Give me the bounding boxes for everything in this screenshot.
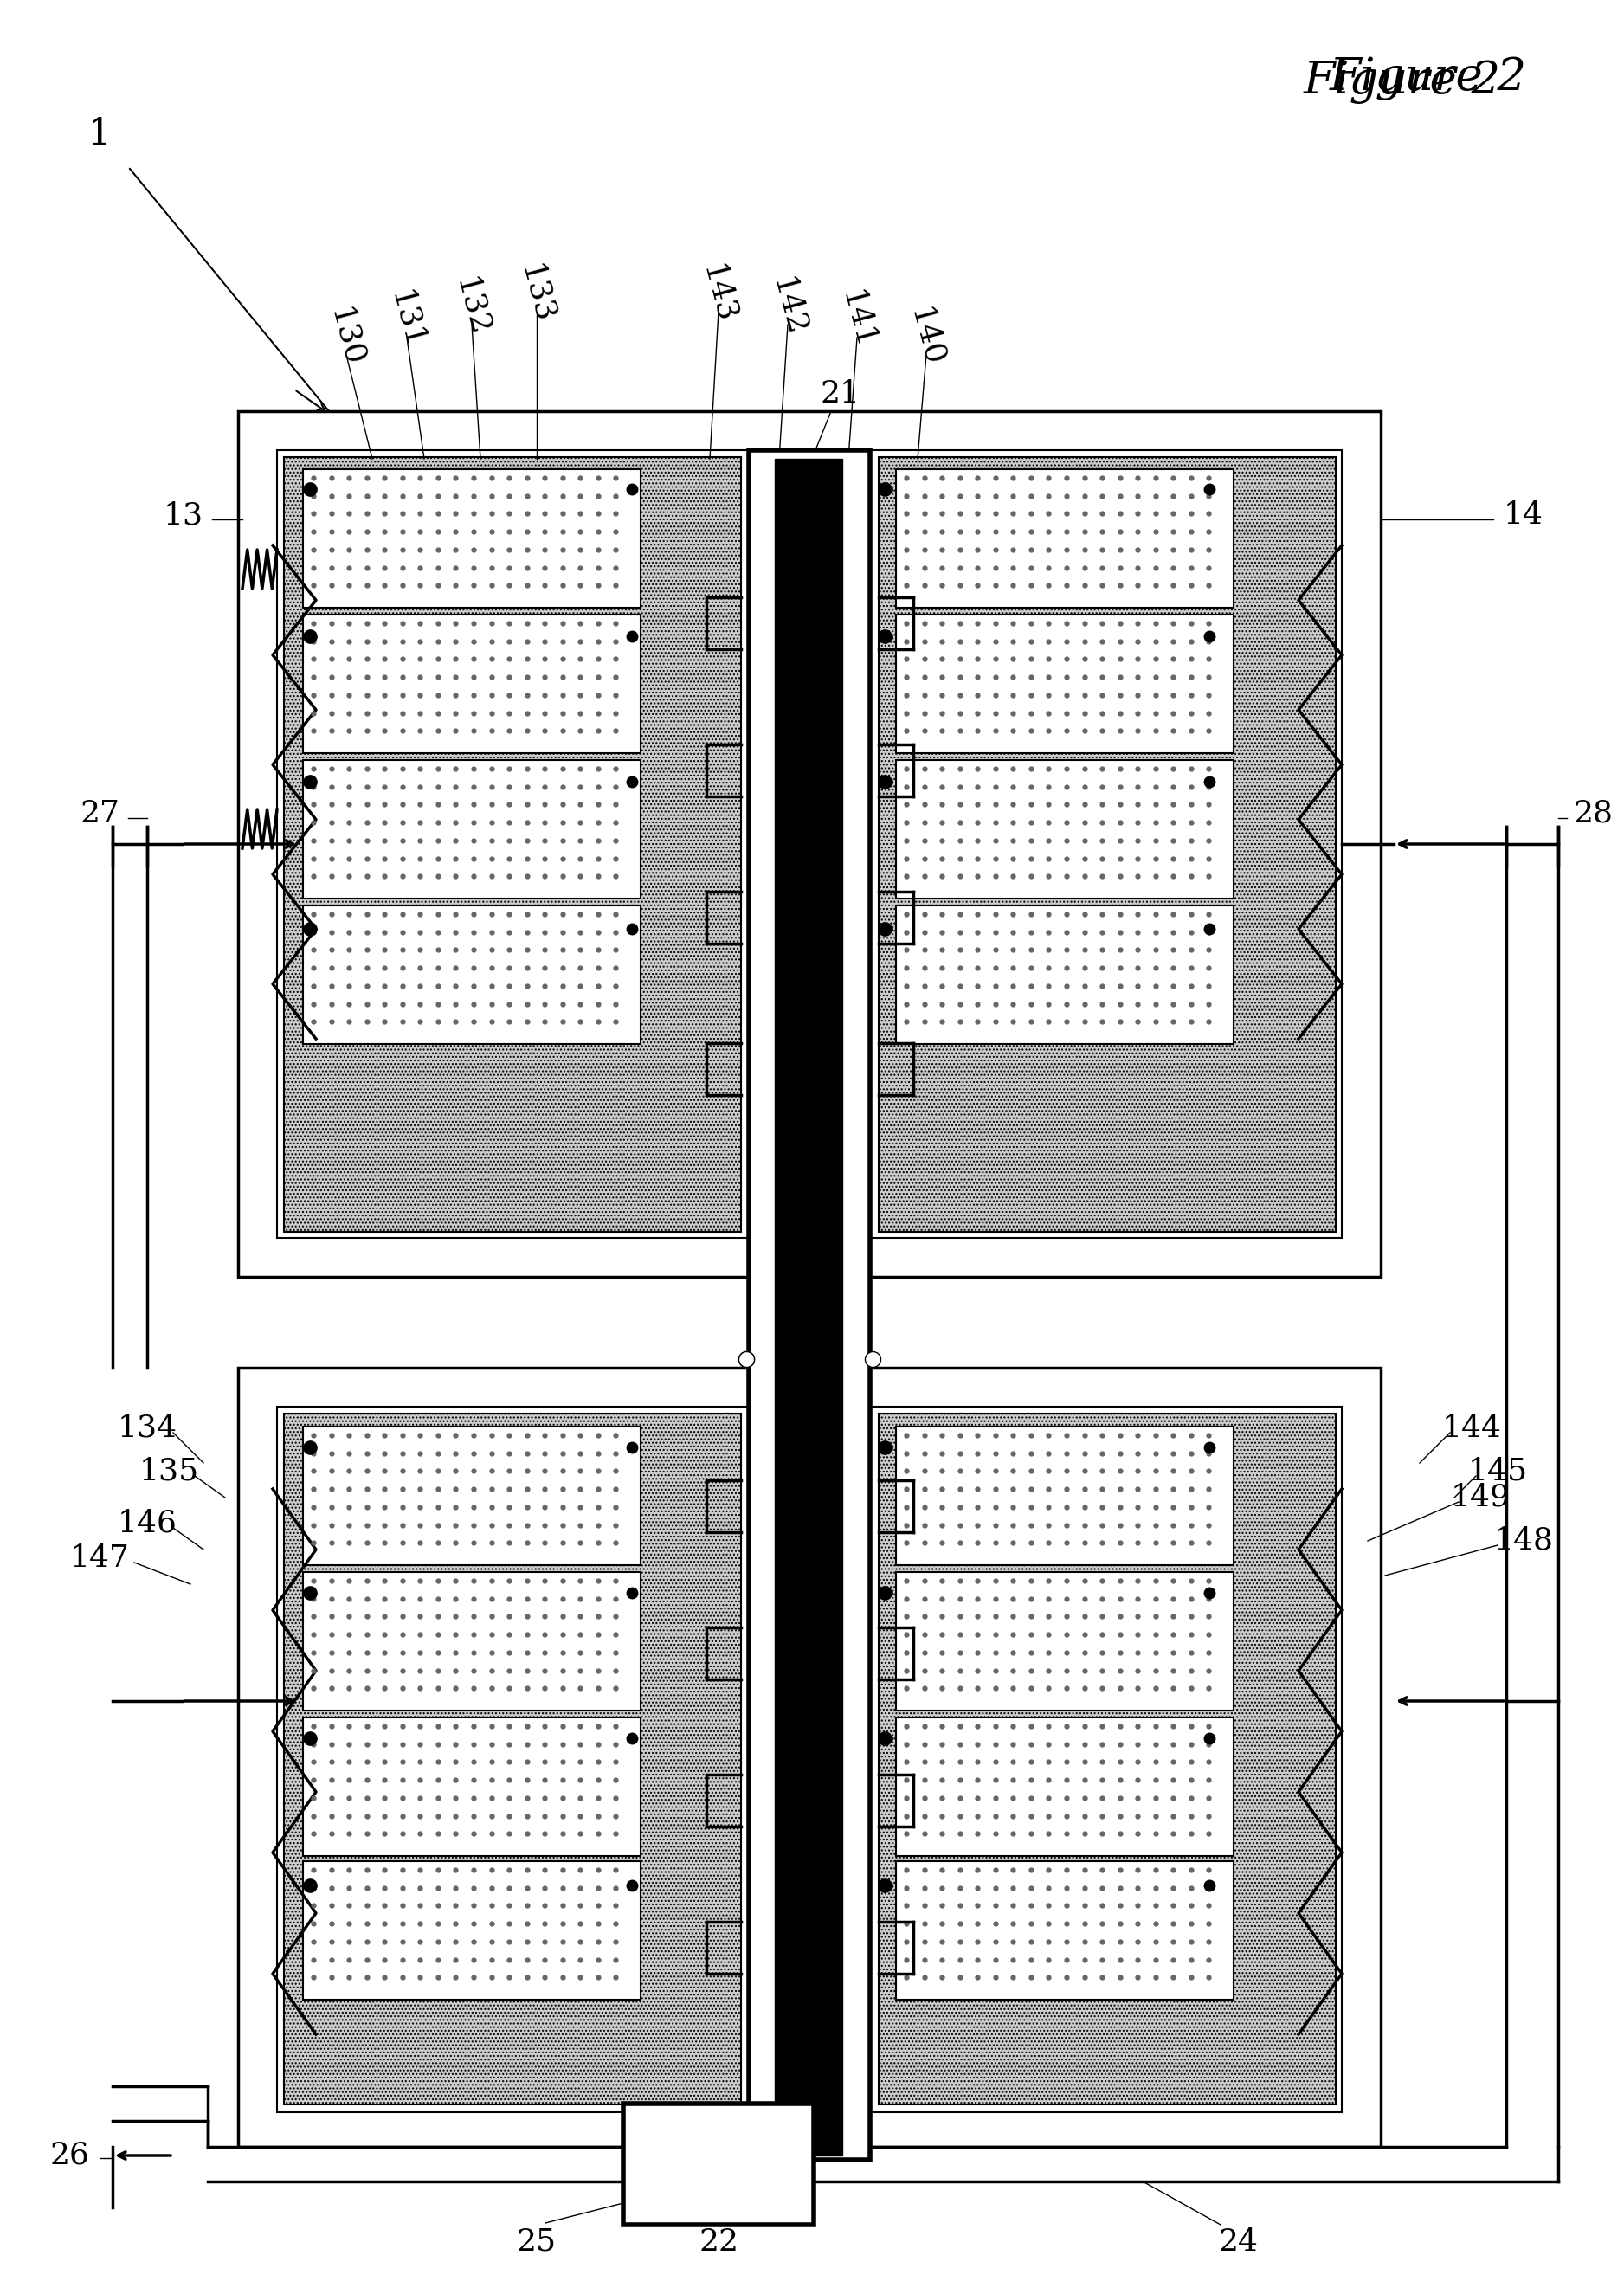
Text: 140: 140 — [905, 305, 948, 369]
Text: 131: 131 — [385, 287, 429, 353]
Text: 143: 143 — [697, 262, 741, 328]
Bar — [896, 1571, 1234, 1711]
Text: Figure 2: Figure 2 — [1330, 55, 1527, 101]
Bar — [239, 411, 1380, 1278]
Text: 1: 1 — [88, 117, 110, 151]
Text: 149: 149 — [1450, 1482, 1510, 1512]
Bar — [749, 450, 870, 2161]
Text: 135: 135 — [138, 1457, 198, 1487]
Text: 25: 25 — [516, 2227, 557, 2257]
Text: 13: 13 — [164, 500, 203, 530]
Text: 14: 14 — [1504, 500, 1543, 530]
Bar — [775, 459, 843, 2156]
Bar — [896, 470, 1234, 608]
Bar — [896, 615, 1234, 752]
Bar — [304, 1571, 640, 1711]
Bar — [304, 615, 640, 752]
Text: 147: 147 — [70, 1544, 130, 1574]
Bar — [304, 906, 640, 1044]
Bar — [284, 457, 741, 1232]
Text: Figure 2: Figure 2 — [1304, 60, 1501, 103]
Text: 146: 146 — [117, 1509, 177, 1539]
Text: 132: 132 — [450, 275, 494, 340]
Bar — [896, 1718, 1234, 1856]
Text: 134: 134 — [117, 1413, 177, 1443]
Bar — [879, 1413, 1335, 2104]
Bar — [896, 906, 1234, 1044]
Bar — [304, 1860, 640, 2000]
Text: 141: 141 — [835, 287, 879, 353]
Bar — [278, 1406, 1341, 2113]
Text: 133: 133 — [515, 262, 559, 328]
Bar — [239, 1367, 1380, 2147]
Bar — [879, 457, 1335, 1232]
Text: 130: 130 — [325, 305, 369, 369]
Bar — [304, 470, 640, 608]
Text: 21: 21 — [820, 379, 859, 408]
Text: 26: 26 — [49, 2140, 89, 2170]
Bar — [304, 1427, 640, 1565]
Bar — [278, 450, 1341, 1239]
Bar — [896, 759, 1234, 899]
Bar — [896, 1860, 1234, 2000]
Bar — [284, 1413, 741, 2104]
Text: 148: 148 — [1494, 1526, 1554, 1555]
Text: 144: 144 — [1442, 1413, 1502, 1443]
Text: 27: 27 — [80, 798, 120, 828]
Text: 142: 142 — [767, 275, 810, 340]
Text: 1: 1 — [88, 117, 110, 151]
Text: 28: 28 — [1574, 798, 1613, 828]
Text: 24: 24 — [1218, 2227, 1259, 2257]
Bar — [304, 1718, 640, 1856]
Text: 145: 145 — [1468, 1457, 1528, 1487]
Bar — [896, 1427, 1234, 1565]
Bar — [304, 759, 640, 899]
Bar — [624, 2104, 814, 2225]
Text: 22: 22 — [698, 2227, 739, 2257]
